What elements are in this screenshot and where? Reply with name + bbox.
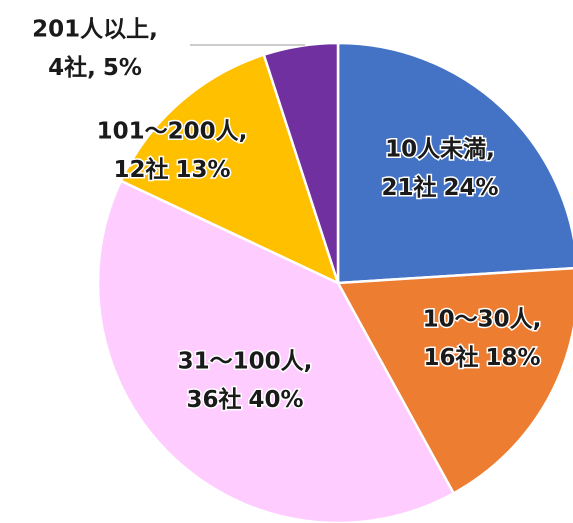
pie-slice bbox=[262, 41, 340, 284]
slice-label-detail: 4社, 5% bbox=[48, 54, 142, 81]
pie-slice bbox=[335, 266, 573, 496]
percent-label: 5% bbox=[103, 55, 142, 81]
slice-label-category: 10人未満, bbox=[385, 137, 495, 163]
slice-label-detail: 12社 13% bbox=[113, 156, 230, 183]
percent-label: 13% bbox=[175, 157, 230, 183]
slice-label-category: 201人以上, bbox=[32, 17, 158, 43]
count-label: 36社 bbox=[186, 386, 241, 413]
count-label: 16社 bbox=[423, 344, 478, 371]
slice-label-category: 101～200人, bbox=[97, 119, 248, 145]
count-label: 21社 bbox=[381, 174, 436, 201]
slice-label-detail: 16社 18% bbox=[423, 344, 540, 371]
slice-label-detail: 36社 40% bbox=[186, 386, 303, 413]
count-label: 4社, bbox=[48, 54, 96, 81]
count-label: 12社 bbox=[113, 156, 168, 183]
pie-slice bbox=[336, 41, 573, 285]
percent-label: 24% bbox=[443, 175, 498, 201]
slice-label-detail: 21社 24% bbox=[381, 174, 498, 201]
pie-slice bbox=[96, 179, 456, 523]
percent-label: 40% bbox=[248, 387, 303, 413]
pie-slice bbox=[119, 53, 341, 286]
percent-label: 18% bbox=[485, 345, 540, 371]
slice-label-category: 31～100人, bbox=[178, 349, 313, 375]
slice-label-category: 10～30人, bbox=[423, 307, 542, 333]
